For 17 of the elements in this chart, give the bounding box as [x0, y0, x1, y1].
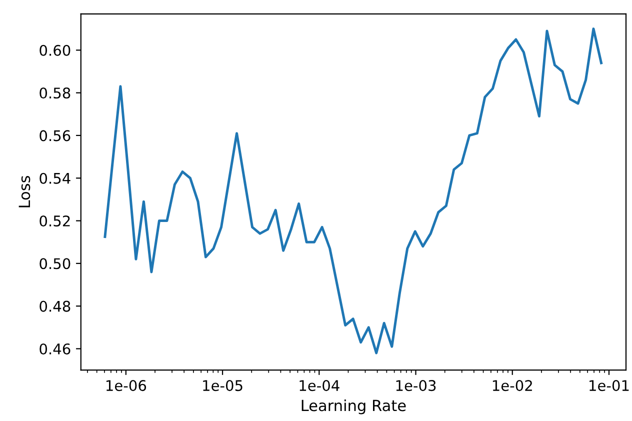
- y-tick-label: 0.48: [40, 300, 70, 312]
- x-tick-label: 1e-03: [396, 380, 436, 392]
- x-tick-label: 1e-02: [492, 380, 532, 392]
- y-tick-label: 0.54: [40, 172, 70, 184]
- y-tick-label: 0.52: [40, 215, 70, 227]
- x-tick-label: 1e-05: [203, 380, 242, 392]
- x-tick-label: 1e-01: [590, 380, 629, 392]
- y-tick-label: 0.46: [40, 343, 70, 354]
- y-tick-label: 0.60: [40, 44, 70, 56]
- x-tick-label: 1e-06: [106, 380, 146, 392]
- y-axis-title: Loss: [18, 176, 30, 208]
- x-axis-title: Learning Rate: [302, 399, 406, 414]
- y-tick-label: 0.58: [40, 88, 70, 99]
- y-tick-label: 0.56: [40, 130, 70, 142]
- x-tick-label: 1e-04: [300, 380, 340, 392]
- y-tick-label: 0.50: [40, 258, 70, 270]
- line-series: [104, 28, 603, 354]
